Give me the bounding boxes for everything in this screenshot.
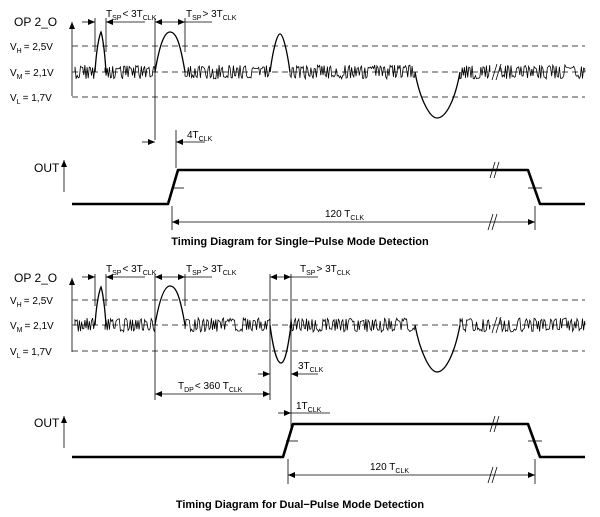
noise-segment <box>289 317 416 333</box>
duration-label: 120 TCLK <box>370 462 409 475</box>
first-pulse <box>154 285 186 326</box>
noise-segment <box>459 65 491 80</box>
tsp-less-label: TSP< 3TCLK <box>106 264 157 277</box>
delay-label: 3TCLK <box>298 361 324 374</box>
vm-label: VM = 2,1V <box>10 321 54 334</box>
break-mark <box>489 415 496 433</box>
noise-segment <box>499 317 586 333</box>
output-signal-label: OUT <box>34 161 60 175</box>
valid-pulse <box>154 31 186 73</box>
break-mark <box>493 415 500 433</box>
break-mark <box>487 213 494 231</box>
vl-label: VL = 1,7V <box>10 347 52 360</box>
tsp-greater-label: TSP> 3TCLK <box>186 9 237 22</box>
caption: Timing Diagram for Dual−Pulse Mode Detec… <box>176 499 425 511</box>
noise-segment <box>104 64 156 80</box>
tdp-label: TDP< 360 TCLK <box>178 381 243 394</box>
short-pulse <box>94 285 107 326</box>
tsp-greater-label: TSP> 3TCLK <box>186 264 237 277</box>
negative-pulse <box>414 71 461 119</box>
break-mark <box>489 161 496 179</box>
input-signal-label: OP 2_O <box>14 271 57 285</box>
output-waveform <box>72 168 585 206</box>
delay-label: 4TCLK <box>187 130 213 143</box>
delay2-label: 1TCLK <box>296 401 322 414</box>
negative-pulse <box>414 324 461 373</box>
short-pulse <box>94 30 107 73</box>
break-mark <box>495 63 502 81</box>
vh-label: VH = 2,5V <box>10 296 53 309</box>
tsp-greater-label-2: TSP> 3TCLK <box>300 264 351 277</box>
output-waveform <box>72 422 585 459</box>
break-mark <box>491 466 498 484</box>
second-pulse <box>269 33 291 73</box>
output-signal-label: OUT <box>34 416 60 430</box>
input-signal-label: OP 2_O <box>14 15 57 29</box>
noise-segment <box>289 64 416 81</box>
break-mark <box>491 316 498 334</box>
tsp-less-label: TSP< 3TCLK <box>106 9 157 22</box>
noise-segment <box>459 317 491 333</box>
noise-segment <box>184 65 271 80</box>
noise-segment <box>104 317 156 333</box>
second-pulse <box>269 324 292 364</box>
vh-label: VH = 2,5V <box>10 42 53 55</box>
break-mark <box>495 316 502 334</box>
vm-label: VM = 2,1V <box>10 68 54 81</box>
noise-segment <box>74 64 96 79</box>
break-mark <box>493 161 500 179</box>
vl-label: VL = 1,7V <box>10 93 52 106</box>
single-pulse-diagram: OP 2_O VH = 2,5V VM = 2,1V VL = 1,7V TSP< 3… <box>10 9 586 248</box>
caption: Timing Diagram for Single−Pulse Mode Det… <box>171 236 429 248</box>
break-mark <box>487 466 494 484</box>
duration-label: 120 TCLK <box>325 209 364 222</box>
noise-segment <box>499 63 586 81</box>
noise-segment <box>184 316 271 333</box>
break-mark <box>491 213 498 231</box>
break-mark <box>491 63 498 81</box>
noise-segment <box>74 317 96 332</box>
dual-pulse-diagram: OP 2_O VH = 2,5V VM = 2,1V VL = 1,7V TSP< 3… <box>10 264 586 511</box>
